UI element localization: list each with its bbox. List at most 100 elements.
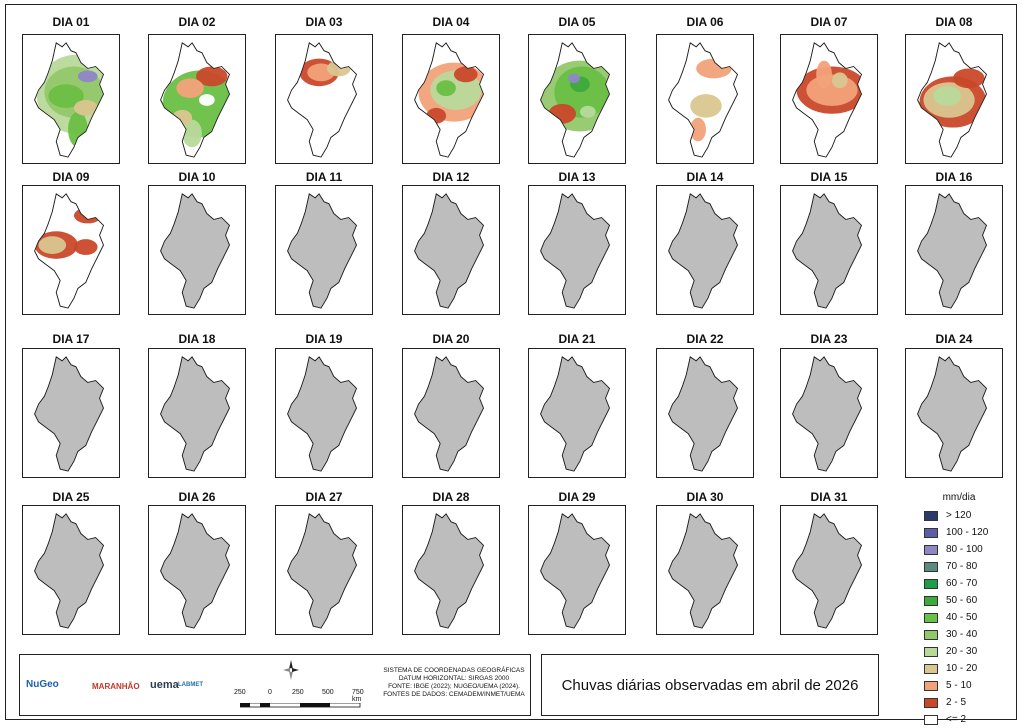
legend-label: > 120 — [946, 510, 972, 521]
day-title: DIA 13 — [558, 170, 596, 184]
day-title: DIA 12 — [432, 170, 470, 184]
state-outline — [792, 193, 862, 309]
day-map — [22, 505, 120, 635]
state-outline — [34, 193, 104, 309]
day-map — [148, 185, 246, 315]
scale-label: 250 — [292, 689, 304, 696]
day-map — [22, 348, 120, 478]
state-outline — [540, 513, 610, 629]
day-title: DIA 18 — [178, 332, 216, 346]
legend-item: 30 - 40 — [924, 626, 1014, 643]
legend-swatch — [924, 697, 938, 708]
day-map — [528, 185, 626, 315]
state-outline — [668, 42, 738, 158]
day-title: DIA 20 — [432, 332, 470, 346]
day-title: DIA 30 — [686, 490, 724, 504]
day-title: DIA 14 — [686, 170, 724, 184]
state-outline — [34, 356, 104, 472]
legend-swatch — [924, 544, 938, 555]
legend-item: <= 2 — [924, 711, 1014, 728]
day-title: DIA 11 — [305, 170, 343, 184]
day-map — [905, 348, 1003, 478]
state-outline — [160, 356, 230, 472]
legend-swatch — [924, 612, 938, 623]
state-outline — [917, 193, 987, 309]
legend-item: 100 - 120 — [924, 524, 1014, 541]
legend-item: 20 - 30 — [924, 643, 1014, 660]
legend-label: 5 - 10 — [946, 680, 972, 691]
day-map — [22, 34, 120, 164]
day-title: DIA 10 — [178, 170, 216, 184]
map-title: Chuvas diárias observadas em abril de 20… — [561, 676, 859, 694]
legend-swatch — [924, 646, 938, 657]
day-map — [402, 348, 500, 478]
day-map — [275, 505, 373, 635]
day-title: DIA 07 — [810, 15, 848, 29]
state-outline — [287, 42, 357, 158]
legend-item: 5 - 10 — [924, 677, 1014, 694]
day-map — [656, 185, 754, 315]
legend-label: <= 2 — [946, 714, 967, 725]
day-map — [148, 505, 246, 635]
legend-swatch — [924, 595, 938, 606]
day-map — [402, 505, 500, 635]
day-title: DIA 04 — [432, 15, 470, 29]
legend-label: 80 - 100 — [946, 544, 983, 555]
day-title: DIA 25 — [52, 490, 90, 504]
maranhao-logo: MARANHÃO — [92, 682, 140, 691]
state-outline — [287, 513, 357, 629]
day-title: DIA 23 — [810, 332, 848, 346]
legend-swatch — [924, 714, 938, 725]
legend-label: 40 - 50 — [946, 612, 978, 623]
state-outline — [792, 42, 862, 158]
state-outline — [414, 356, 484, 472]
state-outline — [160, 193, 230, 309]
day-map — [402, 34, 500, 164]
state-outline — [668, 513, 738, 629]
legend-swatch — [924, 680, 938, 691]
legend-item: 70 - 80 — [924, 558, 1014, 575]
legend-item: > 120 — [924, 507, 1014, 524]
day-title: DIA 06 — [686, 15, 724, 29]
title-box: Chuvas diárias observadas em abril de 20… — [541, 654, 879, 716]
day-title: DIA 08 — [935, 15, 973, 29]
day-map — [22, 185, 120, 315]
footer-info-box: NuGeo MARANHÃO uema LABMET 250 0 250 500… — [19, 654, 531, 716]
state-outline — [792, 356, 862, 472]
day-map — [656, 34, 754, 164]
day-title: DIA 24 — [935, 332, 973, 346]
day-title: DIA 19 — [305, 332, 343, 346]
day-map — [148, 34, 246, 164]
day-map — [528, 34, 626, 164]
state-outline — [287, 193, 357, 309]
day-map — [780, 505, 878, 635]
legend-label: 2 - 5 — [946, 697, 967, 708]
day-title: DIA 22 — [686, 332, 724, 346]
legend-swatch — [924, 578, 938, 589]
north-arrow-icon — [283, 660, 299, 680]
legend-label: 30 - 40 — [946, 629, 978, 640]
uema-logo: uema — [150, 679, 179, 691]
legend-item: 60 - 70 — [924, 575, 1014, 592]
day-title: DIA 01 — [52, 15, 90, 29]
day-title: DIA 17 — [52, 332, 90, 346]
day-map — [656, 348, 754, 478]
day-title: DIA 02 — [178, 15, 216, 29]
scale-bar: 250 0 250 500 750 km — [234, 689, 374, 719]
day-title: DIA 27 — [305, 490, 343, 504]
legend-swatch — [924, 663, 938, 674]
state-outline — [160, 42, 230, 158]
day-title: DIA 03 — [305, 15, 343, 29]
state-outline — [540, 42, 610, 158]
day-map — [905, 185, 1003, 315]
day-map — [275, 34, 373, 164]
day-map — [402, 185, 500, 315]
legend-label: 70 - 80 — [946, 561, 978, 572]
day-title: DIA 05 — [558, 15, 596, 29]
legend-item: 2 - 5 — [924, 694, 1014, 711]
day-map — [656, 505, 754, 635]
legend-swatch — [924, 561, 938, 572]
state-outline — [668, 356, 738, 472]
state-outline — [917, 42, 987, 158]
legend-swatch — [924, 629, 938, 640]
